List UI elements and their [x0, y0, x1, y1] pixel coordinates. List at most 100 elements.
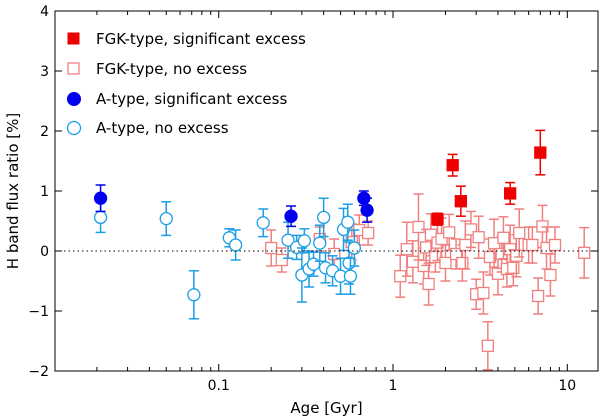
data-point [281, 221, 295, 259]
point-marker [481, 339, 494, 352]
point-marker [513, 226, 526, 240]
data-point [93, 184, 108, 213]
x-tick-label: 10 [558, 378, 576, 394]
legend-entry: A-type, no excess [66, 119, 229, 137]
plot-frame [54, 10, 599, 372]
point-marker [443, 226, 456, 239]
data-point [422, 262, 435, 306]
x-axis-label: Age [Gyr] [290, 399, 362, 417]
point-marker [510, 249, 523, 262]
point-marker [422, 277, 435, 291]
point-marker [464, 223, 478, 236]
point-marker [187, 288, 201, 302]
point-marker [472, 231, 485, 244]
data-point [159, 201, 173, 237]
point-marker [526, 238, 539, 252]
point-marker [275, 253, 288, 267]
data-point [256, 208, 270, 238]
data-point [317, 197, 331, 238]
data-point [431, 212, 444, 226]
series-2 [93, 184, 374, 228]
point-marker [459, 238, 472, 252]
legend-marker-fgk-no-excess [67, 62, 80, 75]
point-marker [93, 210, 108, 225]
y-tick-label: 2 [40, 124, 49, 140]
point-marker [548, 238, 562, 252]
data-point [360, 197, 374, 223]
point-marker [406, 255, 420, 268]
point-marker [507, 261, 520, 274]
point-marker [284, 209, 298, 223]
point-marker [439, 256, 452, 270]
point-marker [456, 256, 469, 270]
point-marker [446, 159, 459, 172]
legend-label: A-type, significant excess [96, 90, 287, 108]
data-point [481, 321, 494, 371]
data-point [504, 181, 517, 205]
data-point [343, 257, 358, 295]
point-marker [306, 257, 321, 271]
point-marker [297, 234, 312, 248]
y-tick-label: 3 [40, 64, 49, 80]
point-marker [228, 238, 243, 252]
y-tick-label: 1 [40, 184, 49, 200]
legend-entry: FGK-type, significant excess [67, 30, 306, 48]
point-marker [313, 236, 327, 250]
series-3 [93, 197, 361, 320]
data-point [578, 226, 591, 279]
point-marker [412, 220, 425, 234]
data-point [544, 253, 557, 297]
data-point [497, 216, 510, 260]
data-point [464, 210, 478, 249]
data-point [275, 247, 288, 273]
legend-marker-a-excess [67, 92, 81, 106]
data-point [341, 203, 355, 241]
point-marker [341, 215, 355, 229]
legend-label: FGK-type, significant excess [96, 30, 306, 48]
point-marker [477, 286, 490, 300]
legend-entry: FGK-type, no excess [67, 60, 247, 78]
point-marker [534, 146, 547, 159]
x-tick-label: 0.1 [208, 378, 230, 394]
point-marker [497, 231, 510, 244]
point-marker [361, 226, 375, 240]
point-marker [343, 269, 358, 283]
data-point [534, 129, 547, 176]
point-marker [449, 247, 463, 261]
point-marker [328, 247, 341, 261]
point-marker [93, 191, 108, 205]
point-marker [265, 241, 278, 255]
tick-layer: −2 −1 0 1 2 3 4 0.1 1 10 [28, 4, 598, 394]
point-marker [159, 211, 173, 226]
data-point [477, 271, 490, 315]
data-point [443, 213, 456, 252]
point-marker [483, 250, 497, 264]
data-layer [93, 129, 591, 371]
data-point [187, 270, 201, 320]
point-marker [578, 246, 591, 259]
point-marker [360, 203, 374, 217]
legend: FGK-type, significant excess FGK-type, n… [66, 30, 306, 137]
point-marker [431, 213, 444, 226]
y-tick-label: −1 [28, 304, 49, 320]
data-point [531, 277, 545, 315]
data-point [297, 228, 312, 254]
data-point [284, 205, 298, 228]
point-marker [454, 195, 467, 208]
y-tick-label: 0 [40, 244, 49, 260]
legend-label: FGK-type, no excess [96, 60, 247, 78]
data-point [513, 208, 526, 258]
y-tick-label: 4 [40, 4, 49, 20]
x-tick-label: 1 [389, 378, 398, 394]
data-point [446, 153, 459, 177]
point-marker [256, 216, 270, 230]
point-marker [347, 241, 361, 255]
data-point [361, 220, 375, 246]
series-0 [431, 129, 547, 226]
point-marker [504, 187, 517, 200]
legend-entry: A-type, significant excess [67, 90, 287, 108]
point-marker [317, 210, 331, 225]
y-axis-label: H band flux ratio [%] [4, 113, 22, 269]
